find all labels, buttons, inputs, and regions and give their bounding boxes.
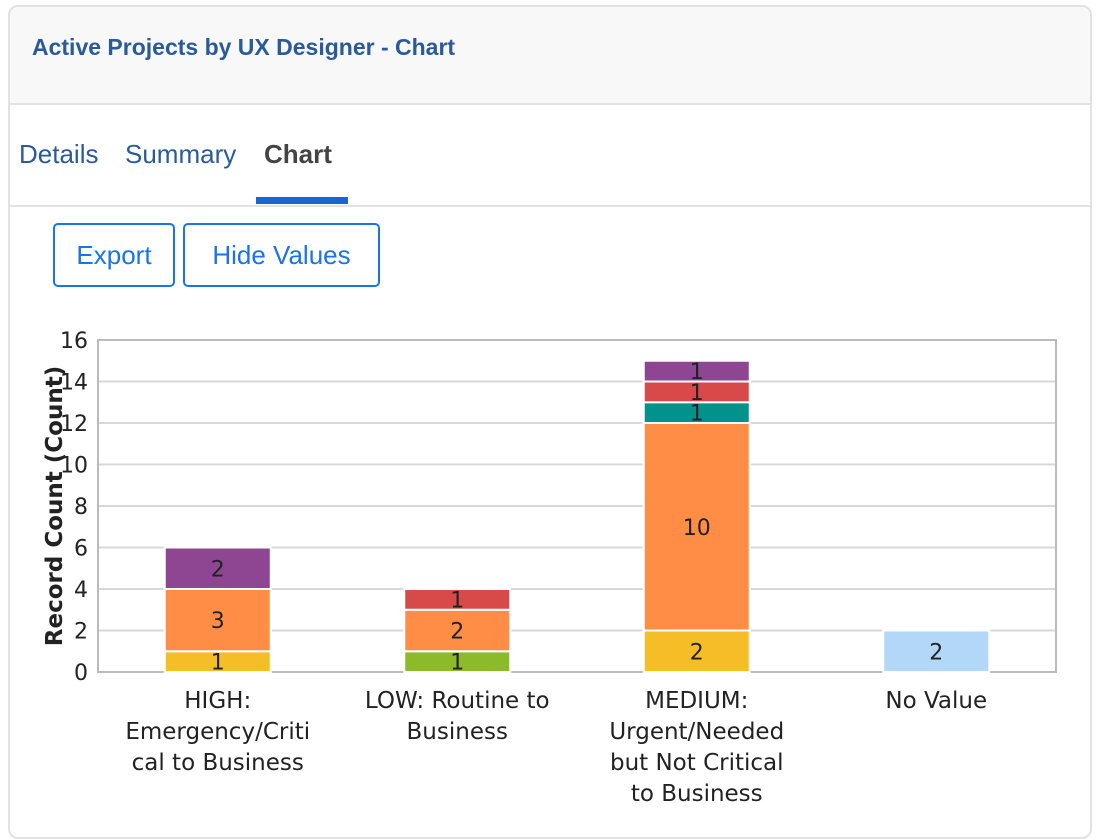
y-tick-label: 2	[74, 620, 88, 645]
y-tick-label: 16	[60, 329, 88, 354]
x-tick-label: MEDIUM:	[645, 688, 748, 714]
y-tick-label: 12	[60, 412, 88, 437]
y-tick-label: 14	[60, 371, 88, 396]
x-tick-label: No Value	[885, 688, 987, 714]
hide-values-button[interactable]: Hide Values	[183, 223, 380, 287]
y-tick-label: 10	[60, 454, 88, 479]
bar-segment	[642, 359, 751, 383]
bar-segment	[642, 422, 751, 632]
data-label: 1	[690, 402, 704, 427]
active-tab-indicator	[256, 197, 348, 204]
data-label: 2	[929, 640, 943, 665]
export-button[interactable]: Export	[53, 223, 175, 287]
bar-segment	[403, 608, 512, 653]
plot-border	[97, 339, 1057, 673]
data-label: 2	[211, 557, 225, 582]
tab-summary[interactable]: Summary	[125, 139, 237, 169]
data-label: 10	[683, 516, 711, 541]
x-tick-label: Business	[407, 719, 508, 745]
data-label: 1	[211, 651, 225, 676]
bar-segment	[163, 546, 272, 590]
card-header	[10, 7, 1090, 105]
x-tick-label: to Business	[631, 781, 763, 807]
bar-segment	[642, 629, 751, 673]
y-tick-label: 8	[74, 495, 88, 520]
data-label: 1	[450, 588, 464, 613]
x-tick-label: LOW: Routine to	[365, 688, 550, 714]
x-tick-label: cal to Business	[132, 750, 304, 776]
x-tick-label: Emergency/Criti	[125, 719, 310, 745]
data-label: 3	[211, 609, 225, 634]
data-label: 2	[450, 620, 464, 645]
bar-segment	[882, 629, 991, 673]
x-tick-label: HIGH:	[184, 688, 251, 714]
x-tick-label: but Not Critical	[610, 750, 784, 776]
data-label: 1	[690, 360, 704, 385]
tab-bar: Details Summary Chart	[10, 105, 1090, 207]
y-tick-label: 6	[74, 537, 88, 562]
y-tick-label: 4	[74, 578, 88, 603]
bar-segment	[163, 588, 272, 653]
data-label: 2	[690, 640, 704, 665]
tab-details[interactable]: Details	[19, 139, 99, 169]
tab-chart[interactable]: Chart	[264, 139, 332, 169]
data-label: 1	[690, 381, 704, 406]
x-tick-label: Urgent/Needed	[609, 719, 784, 745]
y-axis-label: Record Count (Count)	[42, 366, 68, 646]
y-tick-label: 0	[74, 661, 88, 686]
card-title: Active Projects by UX Designer - Chart	[32, 34, 456, 60]
data-label: 1	[450, 651, 464, 676]
bar-segment	[403, 588, 512, 611]
